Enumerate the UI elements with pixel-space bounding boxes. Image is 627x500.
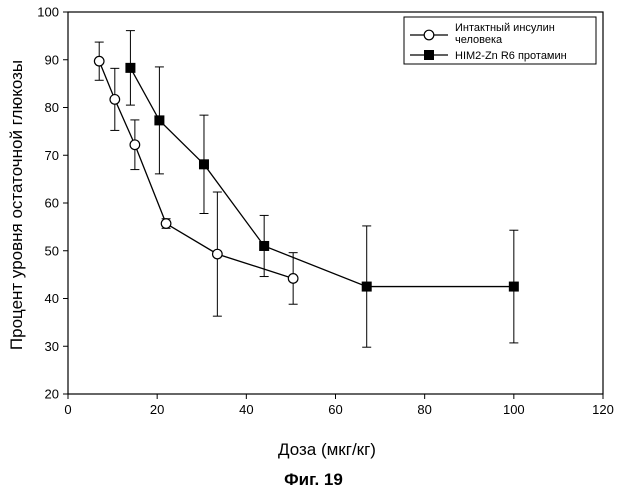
- y-tick-label: 40: [45, 291, 59, 306]
- y-tick-label: 70: [45, 148, 59, 163]
- plot-frame: [67, 11, 604, 395]
- legend-entry-2: HIM2-Zn R6 протамин: [410, 50, 567, 62]
- y-axis-title: Процент уровня остаточной глюкозы: [7, 60, 26, 350]
- x-tick-label: 80: [417, 402, 431, 417]
- figure-caption: Фиг. 19: [284, 470, 343, 489]
- data-point: [129, 139, 141, 151]
- x-tick-label: 20: [150, 402, 164, 417]
- data-point: [211, 248, 223, 260]
- legend-marker: [424, 50, 434, 60]
- x-axis-title: Доза (мкг/кг): [278, 440, 376, 459]
- series-line: [129, 67, 514, 288]
- data-point: [259, 240, 270, 251]
- y-tick-label: 20: [45, 387, 59, 402]
- legend-label: HIM2-Zn R6 протамин: [455, 50, 567, 62]
- x-tick-label: 40: [239, 402, 253, 417]
- x-tick-label: 100: [503, 402, 525, 417]
- data-point: [361, 281, 372, 292]
- x-tick-label: 60: [328, 402, 342, 417]
- legend-marker: [423, 29, 435, 41]
- data-point: [198, 159, 209, 170]
- axes: 0 20 40 60 80 100 120 20 30 40 50 60 70 80 90 100: [37, 5, 614, 418]
- data-point: [508, 281, 519, 292]
- legend-box: [403, 16, 597, 65]
- x-tick-label: 120: [592, 402, 614, 417]
- data-point: [93, 55, 105, 67]
- data-point: [125, 62, 136, 73]
- data-point: [160, 218, 172, 229]
- series-line: [98, 60, 294, 280]
- chart: 0 20 40 60 80 100 120 20 30 40 50 60 70 80 90 100 Интак…: [7, 5, 614, 460]
- legend-entry-1: Интактный инсулин человека: [410, 22, 555, 46]
- y-tick-label: 60: [45, 196, 59, 211]
- data-point: [109, 93, 121, 105]
- y-tick-label: 90: [45, 52, 59, 67]
- y-tick-label: 50: [45, 243, 59, 258]
- x-tick-label: 0: [64, 402, 71, 417]
- data-point: [287, 273, 299, 284]
- data-point: [154, 115, 165, 126]
- series-1: [93, 41, 299, 317]
- legend-label: Интактный инсулин человека: [455, 22, 555, 46]
- legend: Интактный инсулин человека HIM2-Zn R6 прот…: [403, 16, 597, 65]
- series-layer: [93, 30, 519, 348]
- y-tick-label: 30: [45, 339, 59, 354]
- y-tick-label: 80: [45, 100, 59, 115]
- series-2: [125, 30, 519, 348]
- y-tick-label: 100: [37, 5, 59, 20]
